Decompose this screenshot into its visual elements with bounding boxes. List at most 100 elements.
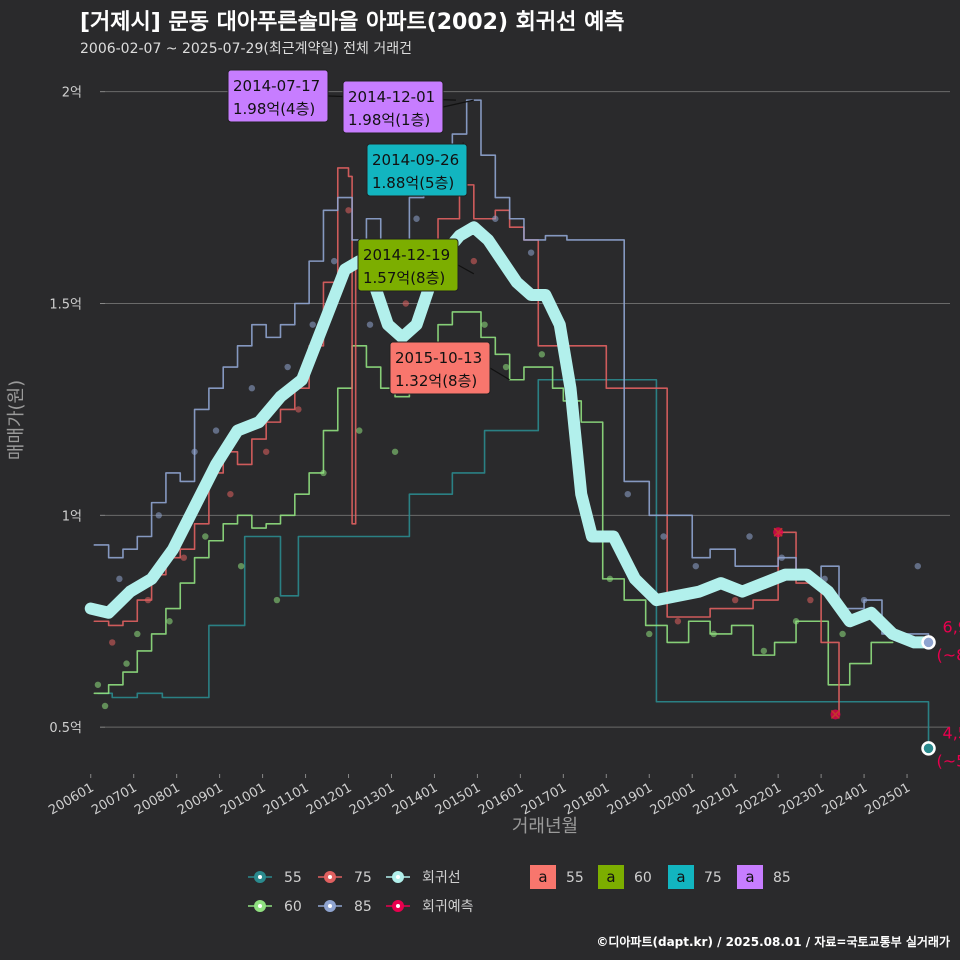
legend-box-key	[530, 865, 556, 889]
x-tick-label: 201101	[261, 780, 311, 818]
trade-point	[731, 596, 739, 604]
series-line-55	[97, 378, 930, 750]
legend-box-glyph: a	[606, 868, 615, 886]
y-axis-title: 매매가(원)	[6, 380, 27, 460]
legend-box-label: 60	[634, 870, 652, 886]
legend-label: 75	[354, 870, 372, 886]
legend-dot-center	[396, 904, 400, 908]
trade-point	[166, 618, 173, 625]
trade-point	[502, 363, 510, 371]
annotation-box	[366, 143, 468, 197]
trade-point	[778, 554, 785, 561]
annotation-price: 1.57억(8층)	[363, 269, 445, 287]
trade-point	[237, 562, 245, 570]
trade-point	[606, 575, 614, 583]
x-tick-label: 202301	[777, 780, 827, 818]
legend-box-label: 55	[566, 870, 584, 886]
x-tick-label: 201001	[218, 780, 268, 818]
trade-point	[660, 533, 667, 540]
annotation-price: 1.88억(5층)	[372, 174, 454, 192]
legend-dot-center	[328, 875, 332, 879]
trade-point	[914, 562, 921, 570]
legend-box-key	[737, 865, 763, 889]
trade-point	[180, 554, 188, 561]
grid-layer	[105, 91, 950, 728]
x-tick-label: 201801	[562, 780, 612, 818]
end-area-label: (~55㎡)	[937, 751, 960, 770]
annotation-date: 2014-12-19	[363, 246, 450, 264]
trade-point	[492, 215, 499, 222]
end-value-label: 4,500	[943, 723, 960, 742]
trade-point	[191, 448, 198, 455]
trade-point	[248, 385, 256, 392]
trade-point	[792, 618, 800, 625]
x-tick-label: 201901	[605, 780, 655, 818]
chart-title: [거제시] 문동 대아푸른솔마을 아파트(2002) 회귀선 예측	[80, 10, 625, 35]
trade-point	[839, 630, 846, 638]
series-line-60	[93, 311, 894, 695]
trade-point	[144, 596, 152, 604]
legend-dot-center	[396, 875, 400, 879]
annotation-leader	[457, 264, 475, 275]
annotation-box	[357, 238, 459, 292]
series-layer	[93, 99, 930, 750]
legend-box-glyph: a	[676, 868, 685, 886]
trade-point	[202, 533, 209, 540]
x-axis-title: 거래년월	[512, 816, 578, 837]
trade-point	[692, 562, 700, 570]
trade-point	[527, 249, 535, 256]
annotation-date: 2014-07-17	[233, 77, 320, 95]
legend-label: 55	[284, 870, 302, 886]
x-tick-label: 201601	[476, 780, 526, 818]
annotation-date: 2014-12-01	[348, 88, 435, 106]
trade-point	[330, 257, 338, 265]
x-tick-label: 201401	[390, 780, 440, 818]
series-line-75	[93, 167, 840, 716]
trade-point	[470, 257, 478, 265]
annotation-box	[389, 341, 491, 395]
trade-point	[227, 490, 234, 498]
trade-point	[284, 363, 291, 371]
end-value-label: 6,981	[943, 617, 960, 636]
x-tick-label: 201701	[519, 780, 569, 818]
trend-line	[84, 221, 935, 649]
x-tick-label: 202201	[734, 780, 784, 818]
x-tick-label: 201501	[433, 780, 483, 818]
legend-box-glyph: a	[538, 868, 547, 886]
x-tick-label: 202101	[691, 780, 741, 818]
trade-point	[134, 630, 141, 638]
trade-point	[295, 406, 302, 413]
trade-point	[101, 702, 109, 710]
trade-point	[538, 351, 546, 358]
trade-point	[760, 647, 768, 655]
legend-label: 회귀선	[422, 870, 461, 886]
legend-box-key	[598, 865, 624, 889]
trade-point	[402, 300, 410, 307]
legend-label: 85	[354, 899, 372, 915]
legend-layer: 55 75 회귀선 60 85 회귀예측 a 55 a 60 a 75 a 85	[248, 865, 791, 915]
trade-point	[320, 469, 327, 477]
end-marker	[921, 741, 936, 756]
trade-point	[710, 630, 717, 638]
x-tick-label: 200701	[89, 780, 139, 818]
trade-point	[345, 207, 352, 214]
chart-subtitle: 2006-02-07 ~ 2025-07-29(최근계약일) 전체 거래건	[80, 41, 412, 57]
legend-dot-center	[258, 875, 262, 879]
legend-box-glyph: a	[745, 868, 754, 886]
trade-point	[356, 427, 363, 434]
y-tick-label: 1.5억	[49, 297, 82, 312]
trade-point	[860, 596, 868, 604]
annotation-date: 2014-09-26	[372, 151, 459, 169]
legend-box-label: 85	[773, 870, 791, 886]
annotation-layer: 2014-07-17 1.98억(4층) 2014-12-01 1.98억(1층) 20…	[227, 69, 510, 395]
legend-box-label: 75	[704, 870, 722, 886]
annotation-leader	[442, 99, 474, 108]
annotation-leader	[489, 367, 510, 381]
trade-point	[624, 490, 631, 498]
trade-point	[109, 639, 116, 646]
annotation-price: 1.98억(4층)	[233, 100, 315, 118]
legend-dot-center	[328, 904, 332, 908]
trend-layer	[84, 221, 935, 649]
trade-point	[262, 448, 270, 455]
